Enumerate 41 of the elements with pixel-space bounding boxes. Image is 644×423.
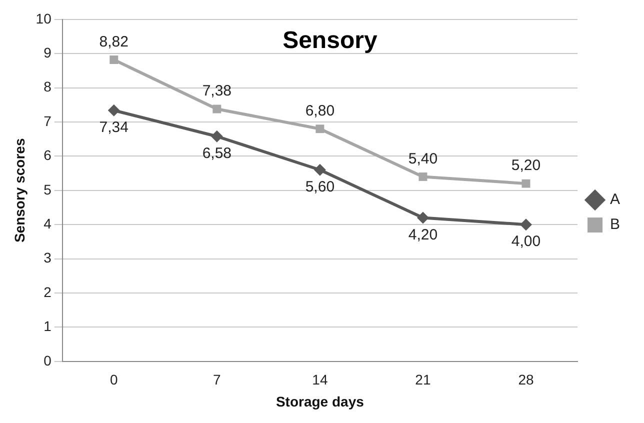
y-tick-label: 6 (44, 147, 52, 164)
y-tick-label: 0 (44, 352, 52, 368)
legend-label: A (610, 191, 620, 208)
chart-title: Sensory (282, 27, 378, 54)
point (520, 218, 532, 231)
point (316, 124, 324, 134)
point (108, 104, 120, 116)
y-tick-label: 2 (44, 284, 52, 300)
x-tick-label: 0 (110, 372, 118, 388)
y-axis-title: Sensory scores (11, 138, 28, 243)
point (522, 179, 530, 188)
y-tick-label: 1 (44, 318, 52, 334)
data-label: 8,82 (99, 33, 128, 50)
data-label: 4,20 (408, 226, 438, 244)
y-tick-label: 7 (44, 112, 52, 129)
data-label: 6,58 (202, 145, 232, 162)
x-tick-label: 7 (213, 372, 222, 388)
point (416, 212, 429, 224)
x-axis-title: Storage days (276, 393, 364, 410)
point (314, 164, 326, 176)
data-label: 7,34 (99, 119, 128, 136)
data-label: 5,60 (305, 178, 335, 196)
data-label: 5,20 (511, 157, 541, 174)
y-tick-label: 3 (44, 250, 52, 266)
y-tick-label: 8 (44, 78, 52, 95)
point (110, 56, 118, 64)
x-tick-label: 14 (312, 372, 328, 388)
point (418, 172, 428, 181)
y-tick-label: 5 (44, 181, 52, 198)
data-label: 7,38 (202, 82, 232, 100)
x-tick-label: 28 (518, 372, 534, 388)
data-label: 6,80 (305, 102, 335, 120)
data-label: 5,40 (408, 150, 438, 168)
point (210, 130, 223, 142)
y-tick-label: 10 (36, 10, 52, 26)
point (212, 104, 222, 114)
y-tick-label: 4 (44, 215, 52, 232)
y-tick-label: 9 (44, 44, 52, 60)
data-label: 4,00 (511, 233, 541, 250)
x-tick-label: 21 (415, 372, 431, 388)
legend-label: B (610, 216, 620, 234)
